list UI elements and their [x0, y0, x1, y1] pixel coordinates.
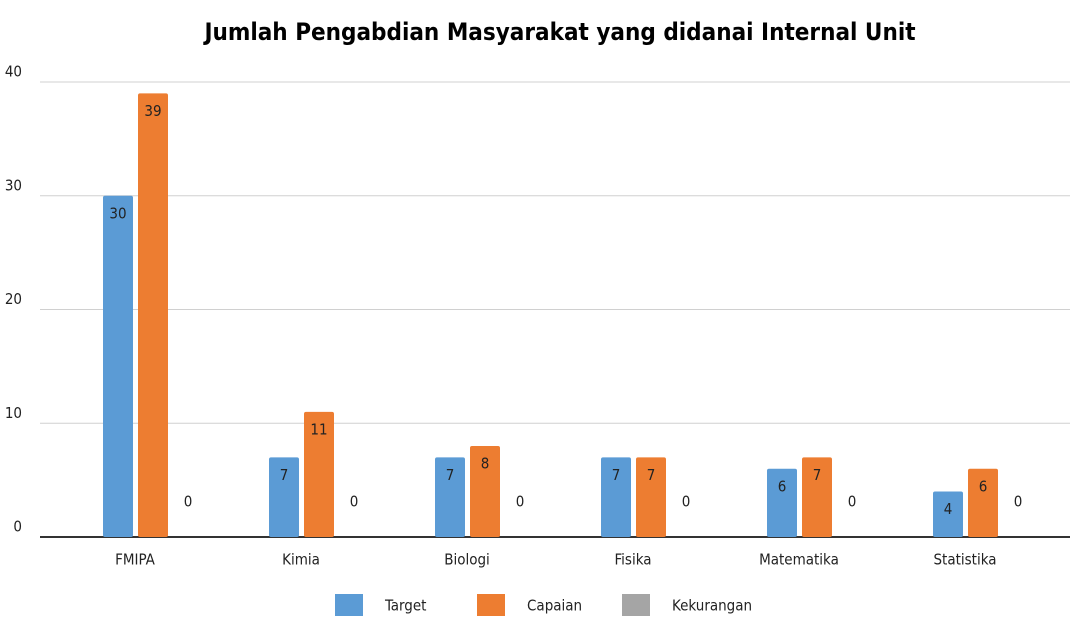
data-label: 7 [280, 466, 289, 484]
data-label: 4 [944, 500, 953, 518]
data-label: 30 [109, 204, 126, 222]
bar [968, 468, 998, 537]
data-label: 0 [682, 493, 691, 511]
data-label: 8 [481, 455, 490, 473]
data-label: 0 [1014, 493, 1023, 511]
data-label: 0 [184, 493, 193, 511]
bar [470, 446, 500, 537]
bar [636, 457, 666, 537]
bar [601, 457, 631, 537]
legend-swatch [335, 594, 363, 616]
bar [269, 457, 299, 537]
legend-label: Target [384, 597, 426, 615]
x-tick-label: Fisika [614, 551, 651, 569]
data-label: 11 [310, 420, 327, 438]
y-tick-label: 0 [13, 518, 22, 536]
bar [103, 195, 133, 537]
data-label: 7 [647, 466, 656, 484]
x-tick-label: Biologi [444, 551, 490, 569]
y-tick-label: 10 [5, 404, 22, 422]
legend-label: Kekurangan [672, 597, 752, 615]
bar [435, 457, 465, 537]
bar [933, 491, 963, 537]
y-tick-label: 30 [5, 176, 22, 194]
x-tick-label: FMIPA [115, 551, 156, 569]
data-label: 6 [979, 477, 988, 495]
legend-swatch [622, 594, 650, 616]
data-label: 7 [446, 466, 455, 484]
x-tick-label: Statistika [933, 551, 996, 569]
bar [802, 457, 832, 537]
x-tick-label: Kimia [282, 551, 320, 569]
bar [767, 468, 797, 537]
y-tick-label: 40 [5, 63, 22, 81]
legend-swatch [477, 594, 505, 616]
data-label: 39 [144, 102, 161, 120]
x-tick-label: Matematika [759, 551, 839, 569]
legend-label: Capaian [527, 597, 582, 615]
bar [138, 93, 168, 537]
y-tick-label: 20 [5, 290, 22, 308]
data-label: 7 [612, 466, 621, 484]
data-label: 0 [516, 493, 525, 511]
data-label: 0 [848, 493, 857, 511]
chart-title: Jumlah Pengabdian Masyarakat yang didana… [202, 18, 915, 46]
data-label: 0 [350, 493, 359, 511]
data-label: 6 [778, 477, 787, 495]
data-label: 7 [813, 466, 822, 484]
bar [304, 411, 334, 537]
